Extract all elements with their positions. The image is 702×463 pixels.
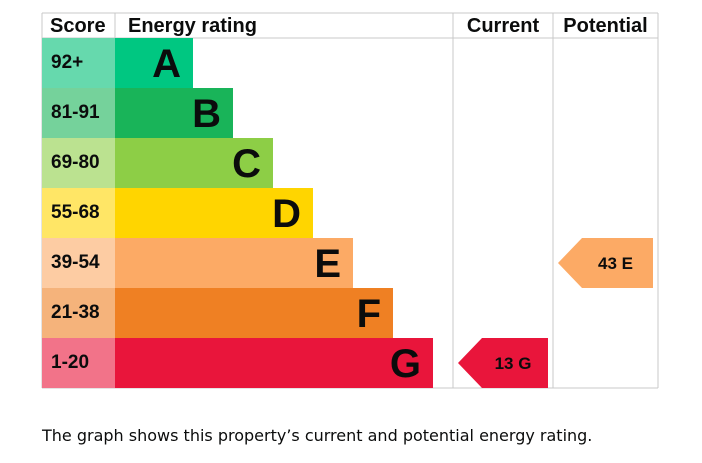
score-cell-f	[42, 288, 115, 338]
score-label-e: 39-54	[51, 252, 100, 273]
score-cell-c	[42, 138, 115, 188]
rating-letter-e: E	[314, 242, 341, 286]
header-energy-rating: Energy rating	[128, 15, 257, 37]
header-potential: Potential	[563, 15, 647, 37]
rating-bands: 92+ A 81-91 B 69-80 C 55-68 D 39-54 E 21-38 F 1-20 G	[42, 38, 433, 388]
rating-bar-f	[115, 288, 393, 338]
rating-bar-d	[115, 188, 313, 238]
score-label-b: 81-91	[51, 102, 100, 123]
energy-rating-chart: Score Energy rating Current Potential 92+ A 8…	[41, 12, 659, 389]
score-cell-g	[42, 338, 115, 388]
score-cell-b	[42, 88, 115, 138]
score-label-a: 92+	[51, 52, 83, 73]
score-cell-d	[42, 188, 115, 238]
rating-letter-g: G	[390, 342, 421, 386]
potential-rating-label: 43 E	[598, 254, 633, 273]
rating-letter-a: A	[152, 42, 181, 86]
potential-arrow	[558, 238, 653, 288]
current-rating-label: 13 G	[495, 354, 532, 373]
rating-bar-e	[115, 238, 353, 288]
score-label-g: 1-20	[51, 352, 89, 373]
header-score: Score	[50, 15, 106, 37]
chart-header: Score Energy rating Current Potential	[50, 15, 648, 37]
rating-markers: 13 G 43 E	[458, 238, 653, 388]
score-label-f: 21-38	[51, 302, 100, 323]
rating-letter-f: F	[357, 292, 381, 336]
score-cell-e	[42, 238, 115, 288]
rating-bar-c	[115, 138, 273, 188]
rating-letter-d: D	[272, 192, 301, 236]
rating-letter-b: B	[192, 92, 221, 136]
rating-bar-b	[115, 88, 233, 138]
rating-letter-c: C	[232, 142, 261, 186]
score-cell-a	[42, 38, 115, 88]
score-label-c: 69-80	[51, 152, 100, 173]
score-label-d: 55-68	[51, 202, 100, 223]
header-current: Current	[467, 15, 540, 37]
rating-bar-g	[115, 338, 433, 388]
current-arrow	[458, 338, 548, 388]
rating-bar-a	[115, 38, 193, 88]
chart-caption: The graph shows this property’s current …	[42, 426, 593, 445]
